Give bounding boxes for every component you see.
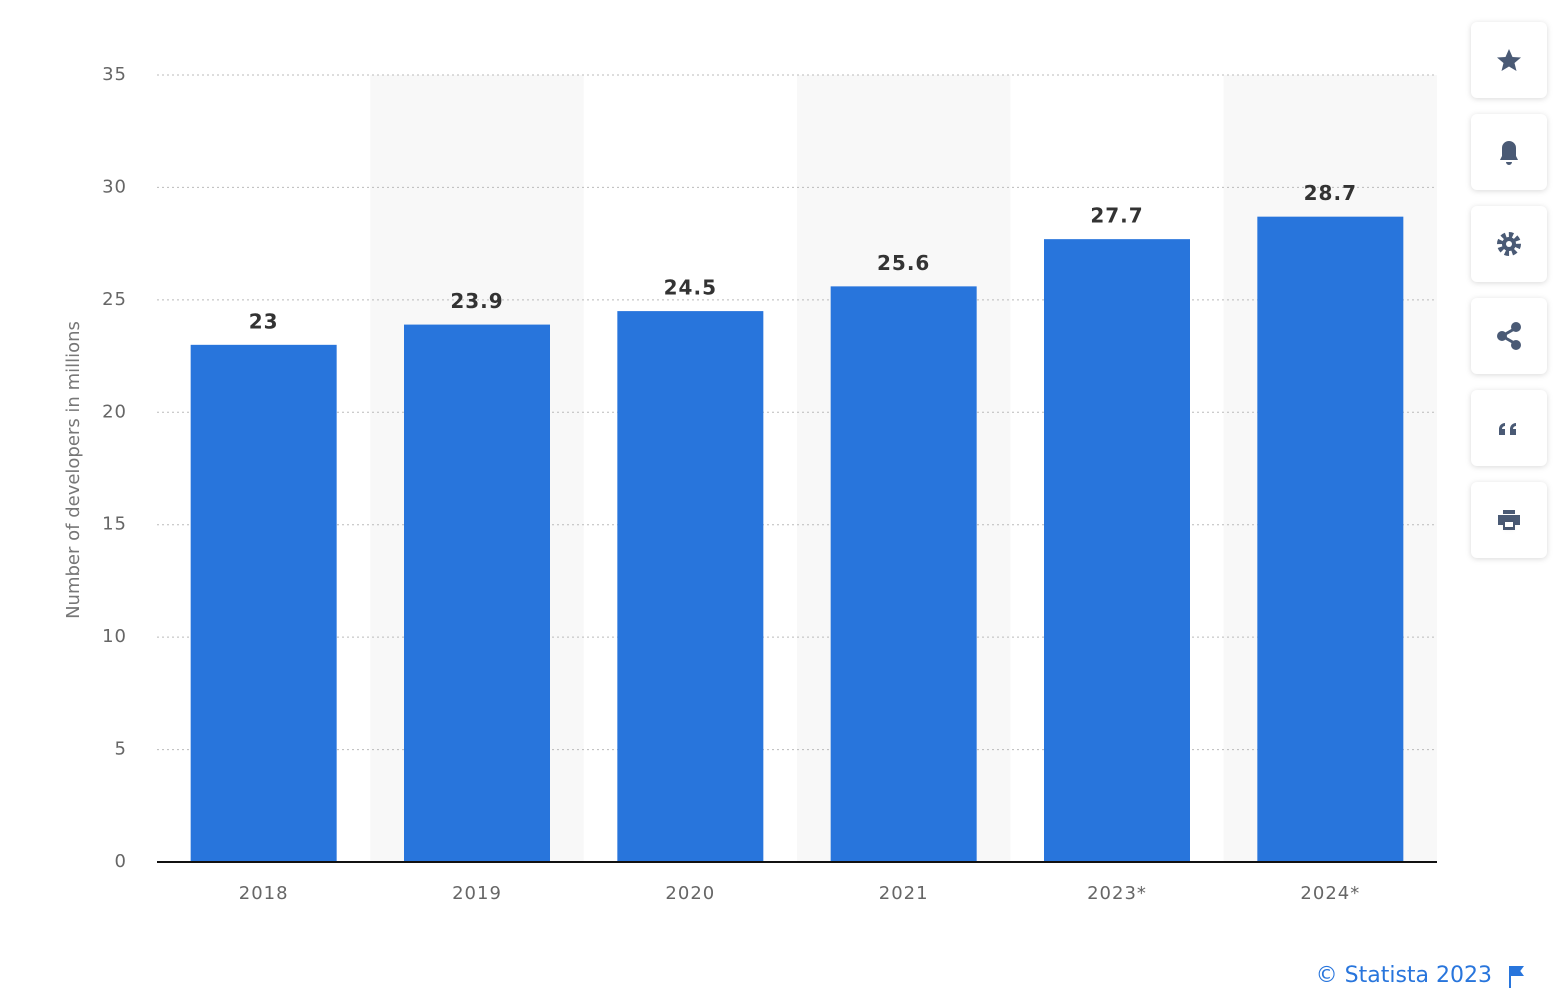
alert-button[interactable] <box>1471 114 1547 190</box>
y-tick-label: 10 <box>102 626 127 647</box>
settings-button[interactable] <box>1471 206 1547 282</box>
cite-button[interactable] <box>1471 390 1547 466</box>
x-tick-label: 2019 <box>452 883 502 904</box>
value-label: 25.6 <box>877 251 930 275</box>
bar <box>404 324 550 862</box>
value-label: 27.7 <box>1090 204 1143 228</box>
y-tick-label: 15 <box>102 514 127 535</box>
value-label: 24.5 <box>664 276 717 300</box>
bar <box>1044 239 1190 862</box>
value-label: 23.9 <box>450 289 503 313</box>
plot <box>190 216 1404 863</box>
print-button[interactable] <box>1471 482 1547 558</box>
value-label: 28.7 <box>1304 181 1357 205</box>
x-tick-label: 2023* <box>1087 883 1147 904</box>
bar <box>190 344 337 862</box>
y-tick-label: 25 <box>102 289 127 310</box>
x-tick-label: 2018 <box>239 883 289 904</box>
y-tick-label: 5 <box>115 739 127 760</box>
flag-icon[interactable] <box>1509 966 1524 988</box>
toolbar <box>1471 22 1547 558</box>
share-button[interactable] <box>1471 298 1547 374</box>
bar <box>617 311 764 863</box>
favorite-button[interactable] <box>1471 22 1547 98</box>
bar <box>830 286 977 862</box>
y-tick-label: 35 <box>102 64 127 85</box>
bar <box>1257 216 1404 862</box>
y-tick-label: 20 <box>102 401 127 422</box>
y-axis-label: Number of developers in millions <box>63 321 84 619</box>
x-tick-label: 2024* <box>1300 883 1360 904</box>
bands <box>157 74 1437 862</box>
value-label: 23 <box>249 309 279 333</box>
x-tick-label: 2021 <box>879 883 929 904</box>
x-tick-label: 2020 <box>665 883 715 904</box>
source[interactable]: © Statista 2023 <box>1316 963 1492 988</box>
y-tick-label: 0 <box>115 851 127 872</box>
y-tick-label: 30 <box>102 176 127 197</box>
